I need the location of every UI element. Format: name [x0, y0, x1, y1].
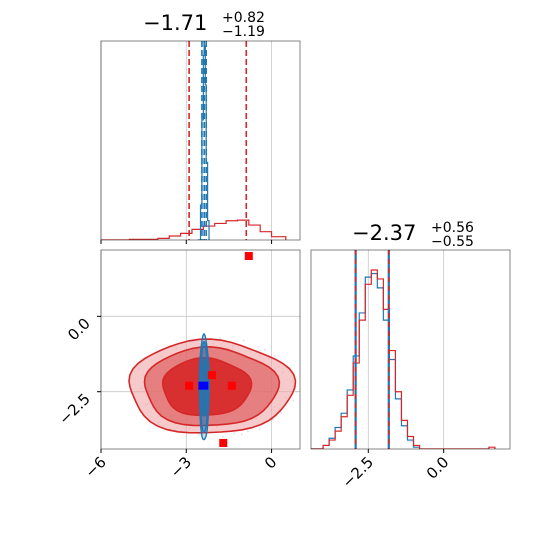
- outlier-a: [227, 381, 236, 390]
- param1-title-plus: +0.82: [222, 10, 265, 26]
- outlier-b: [198, 381, 209, 390]
- scatter-point: [273, 354, 276, 357]
- param1-title: −1.71 +0.82 −1.19: [143, 10, 265, 40]
- scatter-point: [264, 348, 266, 351]
- scatter-point: [240, 433, 243, 436]
- param1-histogram-a: [101, 219, 287, 240]
- scatter-point: [295, 390, 298, 393]
- panel-frame: [100, 40, 301, 241]
- outlier-a: [244, 252, 253, 261]
- param1-title-minus: −1.19: [222, 24, 265, 40]
- outlier-a: [185, 381, 194, 390]
- scatter-point: [292, 399, 294, 402]
- param1-series-group: [101, 41, 287, 240]
- param1-title-median: −1.71: [143, 11, 207, 35]
- scatter-point: [271, 418, 274, 421]
- param2-title-median: −2.37: [352, 221, 416, 245]
- param2-series-group: [311, 250, 496, 449]
- scatter-point: [247, 430, 249, 433]
- scatter-point: [258, 428, 261, 431]
- panel-frame: [310, 249, 511, 450]
- scatter-point: [219, 337, 221, 340]
- param2-histogram-panel: [310, 249, 511, 453]
- scatter-point: [280, 411, 282, 414]
- param2-title-minus: −0.55: [431, 234, 474, 250]
- scatter-point: [242, 339, 245, 342]
- joint-contour-panel: [97, 249, 301, 453]
- joint-series-group: [128, 252, 298, 447]
- panel-frame: [100, 249, 301, 450]
- scatter-point: [197, 434, 200, 437]
- panel-background: [311, 250, 510, 449]
- param2-histogram-a: [311, 269, 496, 449]
- scatter-point: [258, 345, 260, 348]
- param2-title: −2.37 +0.56 −0.55: [352, 220, 474, 250]
- outlier-a: [207, 371, 216, 380]
- param2-title-plus: +0.56: [431, 220, 474, 236]
- outlier-a: [219, 438, 228, 447]
- scatter-point: [233, 432, 235, 435]
- param1-histogram-panel: [100, 40, 301, 244]
- scatter-point: [222, 435, 224, 438]
